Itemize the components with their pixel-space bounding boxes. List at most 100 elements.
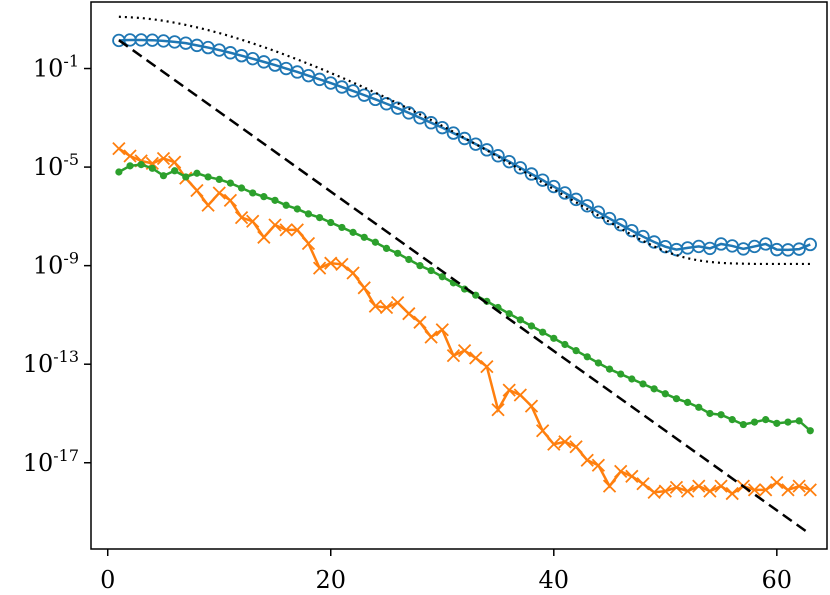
data-point — [223, 193, 238, 207]
data-point — [594, 359, 602, 367]
data-point — [402, 106, 416, 120]
data-point — [614, 464, 628, 479]
data-point — [446, 126, 461, 140]
data-point — [502, 154, 516, 169]
data-point — [271, 196, 279, 204]
data-point — [524, 167, 539, 181]
y-tick-label: 10-5 — [33, 150, 79, 181]
data-point — [547, 179, 561, 194]
data-point — [457, 131, 472, 146]
x-tick-label: 0 — [100, 566, 115, 594]
data-point — [279, 223, 293, 237]
data-point — [580, 453, 594, 467]
data-point — [747, 483, 762, 497]
data-point — [684, 398, 692, 406]
data-point — [413, 315, 427, 329]
data-point — [625, 469, 639, 483]
data-point — [156, 151, 171, 166]
data-point — [446, 348, 461, 363]
data-point — [605, 365, 614, 373]
data-point — [669, 480, 684, 495]
data-point — [246, 214, 260, 228]
data-point — [159, 172, 168, 180]
data-point — [527, 322, 536, 330]
data-point — [491, 403, 505, 417]
data-point — [357, 88, 371, 102]
series-2 — [115, 161, 814, 435]
data-point — [750, 418, 759, 426]
data-point — [335, 257, 349, 272]
data-point — [513, 161, 528, 175]
data-point — [226, 179, 234, 187]
x-tick-label: 40 — [539, 566, 570, 594]
data-point — [349, 228, 357, 236]
data-point — [695, 403, 703, 411]
data-point — [539, 328, 547, 336]
data-point — [390, 101, 405, 115]
data-point — [672, 395, 681, 403]
data-point — [371, 238, 379, 246]
data-point — [137, 161, 145, 169]
data-point — [394, 249, 402, 257]
data-point — [803, 237, 817, 252]
series-line — [118, 163, 812, 432]
data-point — [650, 385, 658, 393]
series-line — [118, 15, 811, 266]
data-point — [680, 484, 695, 498]
y-tick-label: 10-17 — [23, 446, 79, 477]
series-line — [118, 147, 811, 496]
data-point — [182, 173, 190, 181]
data-point — [190, 183, 204, 198]
data-point — [558, 435, 572, 449]
data-point — [806, 427, 814, 435]
data-point — [558, 186, 572, 200]
data-point — [416, 262, 424, 270]
data-point — [368, 92, 383, 107]
data-point — [636, 477, 650, 491]
data-point — [770, 475, 784, 490]
data-point — [290, 223, 304, 237]
data-point — [759, 483, 773, 497]
data-point — [636, 229, 650, 244]
data-point — [714, 479, 728, 493]
data-point — [379, 97, 394, 111]
data-point — [613, 218, 628, 232]
data-point — [301, 236, 316, 251]
data-point — [658, 484, 672, 498]
data-point — [405, 255, 413, 264]
data-point — [316, 213, 324, 222]
x-tick-label: 20 — [315, 566, 346, 594]
data-point — [516, 316, 524, 324]
data-point — [126, 162, 134, 170]
data-point — [327, 218, 335, 227]
y-tick-label: 10-13 — [23, 347, 79, 378]
data-point — [647, 485, 661, 499]
data-point — [469, 137, 483, 151]
series-3 — [118, 15, 811, 266]
data-point — [457, 344, 472, 358]
data-point — [524, 399, 539, 413]
data-point — [547, 437, 561, 451]
data-point — [123, 149, 137, 163]
data-point — [728, 416, 736, 424]
data-point — [639, 380, 647, 388]
data-point — [215, 175, 223, 184]
data-point — [781, 483, 795, 497]
data-point — [502, 383, 516, 397]
data-point — [260, 193, 268, 201]
data-point — [212, 186, 226, 200]
data-point — [402, 307, 416, 321]
data-point — [346, 84, 360, 98]
data-point — [424, 330, 438, 344]
data-point — [725, 486, 739, 501]
data-point — [480, 360, 494, 374]
data-point — [193, 169, 201, 177]
x-tick-label: 60 — [762, 566, 793, 594]
data-point — [472, 291, 480, 299]
data-point — [469, 351, 483, 365]
data-point — [491, 149, 505, 163]
data-point — [703, 241, 717, 256]
axes-layer: 0 20 40 60 10-1 10-5 10-9 10-13 10-17 — [23, 52, 792, 594]
data-point — [569, 440, 583, 454]
